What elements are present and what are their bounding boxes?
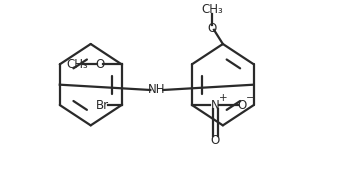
- Text: O: O: [207, 22, 217, 35]
- Text: −: −: [246, 93, 254, 103]
- Text: +: +: [219, 93, 227, 103]
- Text: CH₃: CH₃: [201, 3, 223, 16]
- Text: O: O: [237, 98, 247, 111]
- Text: O: O: [211, 134, 220, 147]
- Text: N: N: [211, 98, 220, 111]
- Text: O: O: [95, 58, 105, 71]
- Text: NH: NH: [148, 83, 166, 96]
- Text: Br: Br: [95, 98, 109, 111]
- Text: CH₃: CH₃: [66, 58, 88, 71]
